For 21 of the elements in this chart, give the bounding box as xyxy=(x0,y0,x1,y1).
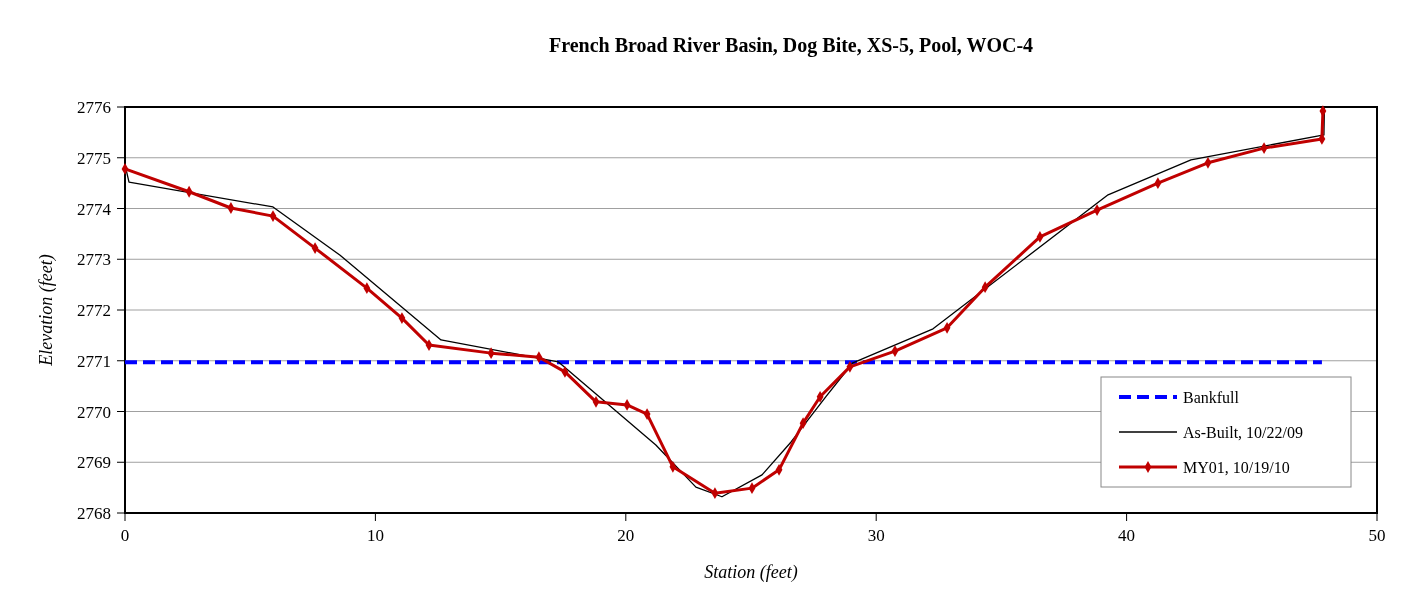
y-tick-label: 2768 xyxy=(77,504,111,523)
x-tick-label: 50 xyxy=(1368,526,1386,545)
y-tick-label: 2770 xyxy=(77,402,111,422)
x-tick-label: 10 xyxy=(366,526,384,545)
x-tick-label: 30 xyxy=(867,526,885,545)
y-tick-label: 2776 xyxy=(77,98,111,117)
y-tick-label: 2775 xyxy=(77,148,111,168)
legend-label: As-Built, 10/22/09 xyxy=(1183,424,1304,441)
y-tick-label: 2774 xyxy=(77,199,112,219)
x-axis-title: Station (feet) xyxy=(704,562,798,583)
y-tick-label: 2773 xyxy=(77,250,111,270)
x-tick-label: 40 xyxy=(1118,526,1136,545)
legend-label: Bankfull xyxy=(1183,389,1240,406)
chart-title: French Broad River Basin, Dog Bite, XS-5, Pool, WOC-4 xyxy=(548,34,1034,57)
y-axis-title: Elevation (feet) xyxy=(36,254,57,367)
x-tick-label: 0 xyxy=(120,526,130,545)
y-tick-label: 2769 xyxy=(77,453,111,473)
y-tick-label: 2771 xyxy=(77,351,111,371)
x-tick-label: 20 xyxy=(617,526,635,545)
y-tick-label: 2772 xyxy=(77,301,111,320)
legend-label: MY01, 10/19/10 xyxy=(1183,459,1290,476)
